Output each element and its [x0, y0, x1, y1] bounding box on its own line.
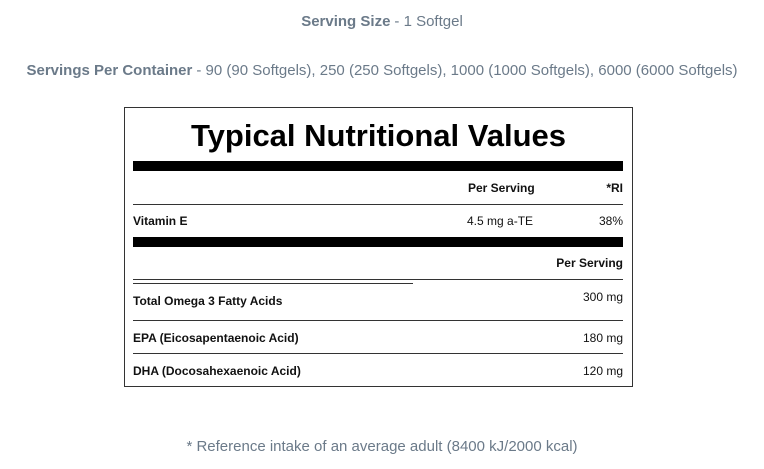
rule: [133, 353, 623, 354]
amount: 4.5 mg a-TE: [467, 214, 534, 228]
servings-value: - 90 (90 Softgels), 250 (250 Softgels), …: [196, 62, 738, 79]
header: *RI: [606, 181, 623, 195]
servings-label: Servings Per Container: [26, 62, 193, 79]
rule: [133, 320, 623, 321]
header: Per Serving: [468, 181, 535, 195]
serving-size-value: - 1 Softgel: [394, 13, 463, 30]
rule: [133, 279, 623, 280]
ri: 38%: [598, 214, 623, 228]
nutrient: EPA (Eicosapentaenoic Acid): [133, 331, 299, 345]
header: Per Serving: [556, 256, 623, 270]
servings-per-container: Servings Per Container - 90 (90 Softgels)…: [0, 62, 764, 79]
nutrition-table: Typical Nutritional Values Per Serving *…: [124, 107, 633, 387]
nutrient: Vitamin E: [133, 214, 188, 228]
amount: 120 mg: [582, 364, 623, 378]
nutrient: Total Omega 3 Fatty Acids: [133, 294, 283, 308]
serving-size: Serving Size - 1 Softgel: [0, 13, 764, 30]
nutrient: DHA (Docosahexaenoic Acid): [133, 364, 301, 378]
serving-size-label: Serving Size: [301, 13, 391, 30]
divider: [133, 237, 623, 247]
rule: [133, 204, 623, 205]
table-title: Typical Nutritional Values: [191, 118, 566, 153]
footnote: * Reference intake of an average adult (…: [186, 438, 578, 455]
amount: 180 mg: [582, 331, 623, 345]
amount: 300 mg: [582, 290, 623, 304]
rule: [133, 283, 413, 284]
divider: [133, 161, 623, 171]
